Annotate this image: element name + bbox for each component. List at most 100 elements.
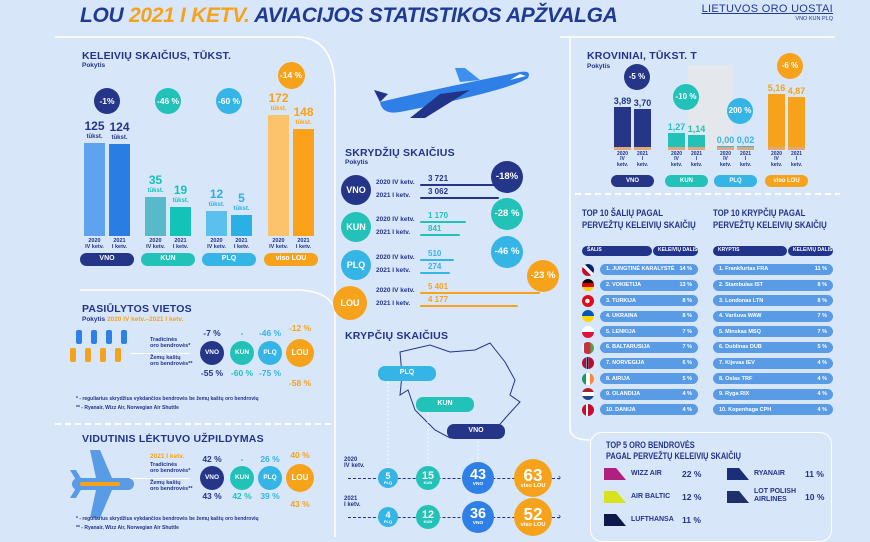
- destination-share: 11 %: [814, 266, 827, 273]
- cargo-value: 0,02: [736, 134, 755, 145]
- flights-subtitle: Pokytis: [345, 159, 369, 166]
- passenger-bar: [170, 206, 191, 236]
- destinations-title: KRYPČIŲ SKAIČIUS: [345, 330, 449, 342]
- flag-ie-icon: [582, 372, 594, 385]
- destination-name: 10. Kopenhaga CPH: [719, 406, 772, 413]
- period-label: 2021 I ketv.: [292, 238, 316, 251]
- cargo-bar: [737, 145, 754, 150]
- destination-row: 8. Oslas TRF 4 %: [713, 373, 833, 385]
- period-label: 2021 I ketv.: [376, 300, 411, 307]
- passenger-bar: [268, 114, 289, 236]
- traditional-value: 42 %: [202, 454, 222, 464]
- destination-row: 10. Kopenhaga CPH 4 %: [713, 404, 833, 416]
- airline-share: 12 %: [682, 492, 702, 502]
- period-year: 2021: [739, 151, 752, 157]
- passengers-title: KELEIVIŲ SKAIČIUS, TŪKST.: [82, 50, 232, 62]
- logo: LIETUVOS ORO UOSTAI VNO KUN PLQ: [701, 3, 833, 22]
- airplane-topview-icon: [70, 450, 134, 518]
- airline-share: 10 %: [805, 492, 825, 502]
- top-airlines-title-2: PAGAL PERVEŽTŲ KELEIVIŲ SKAIČIŲ: [606, 451, 741, 461]
- destination-share: 4 %: [817, 391, 827, 398]
- period-year: 2020: [88, 238, 101, 244]
- period-quarter: I ketv.: [295, 243, 312, 250]
- destination-row: 9. Ryga RIX 4 %: [713, 388, 833, 400]
- arrow-icon: ›: [558, 472, 561, 482]
- destination-share: 4 %: [817, 375, 827, 382]
- passenger-value: 172: [268, 90, 289, 105]
- destination-share: 7 %: [817, 313, 827, 320]
- period-year: 2020: [770, 151, 783, 157]
- airline-name: LUFTHANSA: [631, 516, 674, 523]
- page-title: LOU 2021 I KETV. AVIACIJOS STATISTIKOS A…: [80, 4, 618, 28]
- destination-label: PLQ: [383, 479, 393, 485]
- destination-count-badge: 36 VNO: [462, 501, 494, 533]
- lowcost-label: Žemų kaštų oro bendrovės**: [150, 355, 192, 368]
- country-row: 7. NORVEGIJA 6 %: [600, 357, 698, 369]
- passenger-value: 5: [238, 191, 245, 205]
- period-quarter: IV: [723, 156, 728, 163]
- logo-subtext: VNO KUN PLQ: [795, 15, 833, 22]
- flag-dk-icon: [582, 403, 594, 416]
- timeline: [348, 478, 560, 479]
- logo-text: LIETUVOS ORO UOSTAI: [701, 3, 833, 15]
- countries-col-header: ŠALIS: [582, 246, 652, 256]
- flag-uk-icon: [582, 263, 594, 276]
- airport-badge: KUN: [230, 341, 254, 365]
- airline-name: LOT POLISH AIRLINES: [754, 488, 796, 503]
- country-share: 8 %: [682, 297, 692, 304]
- country-share: 13 %: [679, 281, 692, 288]
- passenger-bar: [206, 210, 227, 236]
- country-row: 8. AIRIJA 5 %: [600, 373, 698, 385]
- destination-row: 1. Frankfurtas FRA 11 %: [713, 264, 833, 275]
- flight-value: 1 170: [428, 211, 449, 220]
- country-share: 5 %: [682, 375, 692, 382]
- period-ketv: ketv.: [790, 161, 803, 168]
- period-year: 2021: [344, 496, 358, 502]
- airline-name: RYANAIR: [754, 470, 785, 477]
- airport-badge: LOU: [286, 464, 314, 492]
- lowcost-value: 39 %: [260, 491, 280, 501]
- top-destinations-title: TOP 10 KRYPČIŲ PAGAL: [713, 208, 806, 219]
- period-label: 2020 IV ketv.: [376, 216, 415, 223]
- passenger-unit: tūkst.: [295, 120, 312, 127]
- cargo-bar: [634, 109, 651, 150]
- seats-title: PASIŪLYTOS VIETOS: [82, 303, 192, 315]
- destination-label: VNO: [472, 481, 484, 487]
- cargo-value: 3,70: [633, 98, 652, 108]
- cargo-value: 0,00: [716, 135, 735, 145]
- period-year: 2020: [670, 151, 683, 157]
- destination-label: KUN: [423, 480, 433, 486]
- period-ketv: ketv.: [739, 161, 752, 168]
- country-name: 6. BALTARUSIJA: [606, 344, 651, 351]
- period-label: 2020 IV ketv.: [376, 179, 415, 186]
- period-quarter: I: [795, 156, 798, 163]
- passenger-value: 19: [173, 182, 188, 197]
- destination-name: 6. Dublinas DUB: [719, 344, 762, 351]
- passenger-unit: tūkst.: [233, 206, 250, 212]
- map-pill: KUN: [416, 397, 474, 412]
- period-year: 2020: [149, 238, 162, 244]
- country-row: 2. VOKIETIJA 13 %: [600, 279, 698, 291]
- seats-subtitle: Pokytis: [82, 316, 106, 323]
- period-ketv: ketv.: [670, 161, 683, 168]
- passenger-bar: [145, 197, 166, 236]
- period-label: 2021 I ketv.: [169, 238, 193, 251]
- period-ketv: ketv.: [770, 161, 783, 168]
- period-label: 2020 IV ketv.: [83, 238, 107, 251]
- destination-count: 15: [421, 469, 434, 482]
- airline-name: WIZZ AIR: [631, 470, 662, 477]
- destination-name: 2. Stambulas IST: [719, 281, 764, 288]
- period-label: 2020 IV ketv.: [667, 151, 687, 168]
- title-main: AVIACIJOS STATISTIKOS APŽVALGA: [254, 4, 618, 27]
- cargo-bar: [668, 133, 685, 150]
- destination-count-badge: 43 VNO: [462, 462, 494, 494]
- period-year: 2021: [297, 238, 310, 244]
- airport-badge: PLQ: [258, 466, 282, 490]
- cargo-value: 1,27: [667, 122, 686, 133]
- lowcost-label: Žemų kaštų oro bendrovės**: [150, 480, 192, 493]
- period-quarter: I: [641, 156, 644, 163]
- traditional-value: -: [240, 454, 244, 464]
- destination-count-badge: 15 KUN: [416, 466, 440, 490]
